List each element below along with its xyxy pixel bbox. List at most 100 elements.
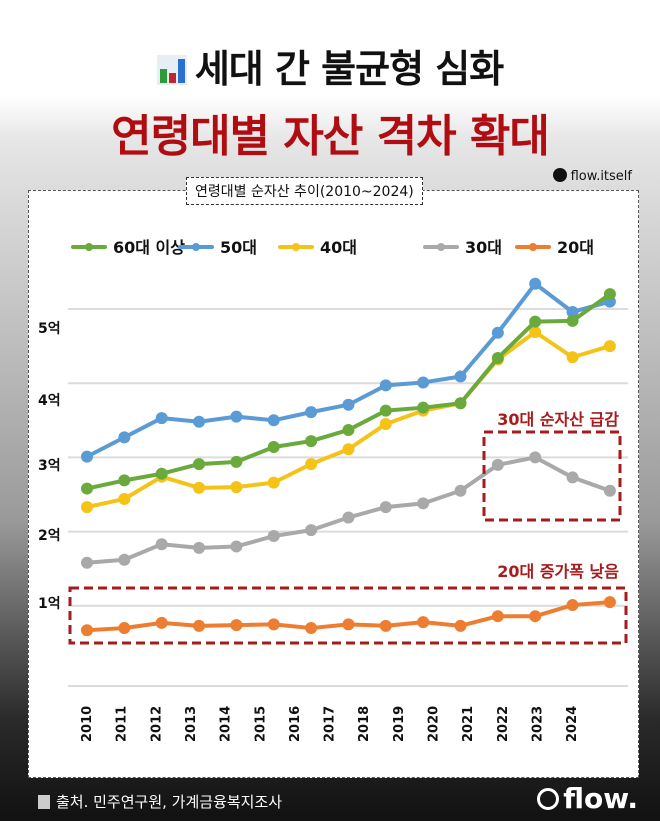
data-point	[379, 418, 392, 431]
data-point	[342, 511, 355, 524]
data-point	[118, 622, 131, 635]
y-tick-label: 3억	[38, 458, 61, 474]
x-tick-label: 2016	[288, 706, 303, 742]
data-point	[379, 404, 392, 417]
x-tick-label: 2017	[323, 706, 338, 742]
data-point	[155, 412, 168, 425]
page-subtitle: 연령대별 자산 격차 확대	[111, 111, 550, 162]
data-point	[454, 619, 467, 632]
x-tick-label: 2024	[565, 706, 580, 742]
x-tick-label: 2010	[80, 706, 95, 742]
data-point	[454, 484, 467, 497]
legend-label: 60대 이상	[113, 238, 185, 257]
x-tick-label: 2018	[357, 706, 372, 742]
data-point	[305, 406, 318, 419]
y-tick-label: 4억	[38, 393, 61, 409]
data-point	[230, 481, 243, 494]
legend-marker	[192, 243, 200, 251]
data-point	[193, 541, 206, 554]
data-point	[603, 288, 616, 301]
data-point	[529, 326, 542, 339]
data-point	[267, 476, 280, 489]
x-tick-label: 2023	[530, 706, 545, 742]
legend-label: 40대	[320, 238, 357, 257]
source-text: 출처. 민주연구원, 가계금융복지조사	[56, 793, 283, 811]
data-point	[81, 501, 93, 514]
data-point	[342, 443, 355, 456]
data-point	[529, 451, 542, 464]
legend-marker	[437, 243, 445, 251]
data-point	[529, 315, 542, 328]
chart-title: 연령대별 순자산 추이(2010~2024)	[186, 177, 423, 205]
x-tick-label: 2015	[253, 706, 268, 742]
data-point	[342, 423, 355, 436]
data-point	[566, 471, 579, 484]
data-point	[417, 376, 430, 389]
x-tick-label: 2019	[392, 706, 407, 742]
data-point	[603, 340, 616, 353]
data-point	[566, 599, 579, 612]
data-point	[417, 497, 430, 510]
data-point	[267, 530, 280, 543]
data-point	[566, 351, 579, 364]
x-tick-label: 2013	[184, 706, 199, 742]
annotation-box-30s	[482, 430, 622, 522]
document-icon	[38, 795, 50, 809]
data-point	[155, 538, 168, 551]
data-point	[118, 492, 131, 505]
data-point	[342, 618, 355, 631]
data-point	[603, 596, 616, 609]
data-point	[230, 540, 243, 553]
data-point	[81, 450, 93, 463]
legend-label: 50대	[220, 238, 257, 257]
legend-marker	[292, 243, 300, 251]
data-point	[454, 397, 467, 410]
data-point	[379, 501, 392, 514]
legend-label: 30대	[465, 238, 502, 257]
instagram-handle[interactable]: flow.itself	[552, 168, 632, 184]
data-point	[81, 556, 93, 569]
data-point	[566, 314, 579, 327]
data-point	[118, 474, 131, 487]
data-point	[81, 624, 93, 637]
data-point	[566, 305, 579, 318]
instagram-icon	[537, 788, 560, 810]
data-point	[529, 610, 542, 623]
data-point	[529, 277, 542, 290]
data-point	[193, 458, 206, 471]
data-point	[118, 553, 131, 566]
y-tick-label: 5억	[38, 321, 61, 337]
annotation-box-20s	[68, 586, 628, 645]
data-point	[193, 619, 206, 632]
x-tick-label: 2012	[149, 706, 164, 742]
data-point	[379, 619, 392, 632]
data-point	[305, 458, 318, 471]
data-point	[379, 379, 392, 392]
legend-label: 20대	[557, 238, 594, 257]
data-point	[267, 414, 280, 427]
x-tick-label: 2011	[115, 706, 130, 742]
logo-text: flow.	[563, 782, 638, 815]
y-tick-label: 2억	[38, 528, 61, 544]
data-point	[305, 622, 318, 635]
legend-marker	[529, 243, 537, 251]
data-point	[305, 524, 318, 537]
data-point	[155, 467, 168, 480]
data-point	[155, 616, 168, 629]
annotation-20s-low: 20대 증가폭 낮음	[497, 562, 619, 581]
data-point	[267, 441, 280, 454]
data-point	[118, 431, 131, 444]
data-point	[417, 401, 430, 414]
data-point	[193, 481, 206, 494]
bar-chart-icon	[156, 55, 187, 85]
instagram-icon	[552, 168, 567, 182]
x-tick-label: 2022	[496, 706, 511, 742]
annotation-30s-drop: 30대 순자산 급감	[497, 410, 619, 429]
data-point	[230, 619, 243, 632]
x-tick-label: 2014	[219, 706, 234, 742]
data-point	[454, 370, 467, 383]
y-tick-label: 1억	[38, 596, 61, 612]
data-point	[342, 398, 355, 411]
flow-logo: flow.	[537, 782, 638, 815]
data-point	[491, 610, 504, 623]
